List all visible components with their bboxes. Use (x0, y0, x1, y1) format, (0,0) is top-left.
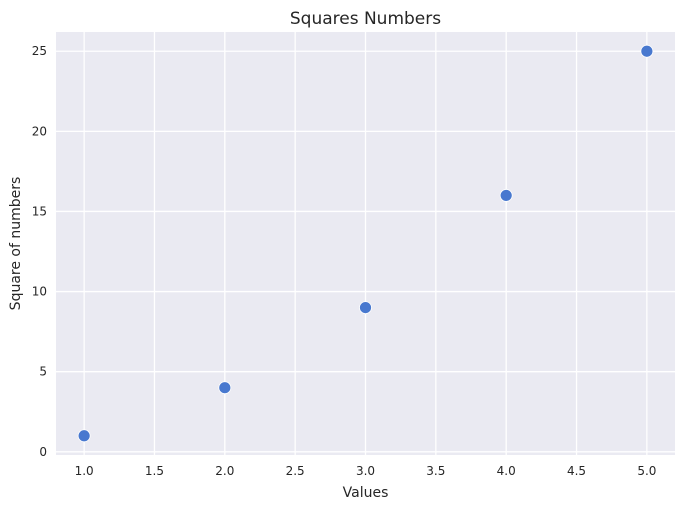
tick-labels: 1.0 1.5 2.0 2.5 3.0 3.5 4.0 4.5 5.0 0 5 10 15 20 25 (32, 44, 657, 478)
data-point (218, 381, 232, 395)
x-tick-label: 4.5 (567, 464, 586, 478)
x-tick-label: 5.0 (637, 464, 656, 478)
y-tick-label: 5 (39, 365, 47, 379)
x-tick-label: 3.0 (356, 464, 375, 478)
x-tick-label: 1.0 (75, 464, 94, 478)
x-tick-label: 4.0 (497, 464, 516, 478)
grid-lines (56, 32, 675, 455)
data-point (640, 44, 654, 58)
data-point (359, 301, 372, 314)
x-axis-label: Values (343, 485, 389, 501)
x-tick-label: 1.5 (145, 464, 164, 478)
y-tick-label: 10 (32, 285, 47, 299)
y-tick-label: 20 (32, 124, 47, 138)
chart-title: Squares Numbers (290, 9, 441, 29)
y-tick-label: 25 (32, 44, 47, 58)
data-point (499, 189, 513, 202)
x-tick-label: 3.5 (426, 464, 445, 478)
x-tick-label: 2.5 (286, 464, 305, 478)
data-point (77, 429, 91, 443)
y-tick-label: 15 (32, 204, 47, 218)
y-axis-label: Square of numbers (8, 177, 24, 311)
x-tick-label: 2.0 (215, 464, 234, 478)
data-points (77, 44, 654, 443)
y-tick-label: 0 (39, 445, 47, 459)
